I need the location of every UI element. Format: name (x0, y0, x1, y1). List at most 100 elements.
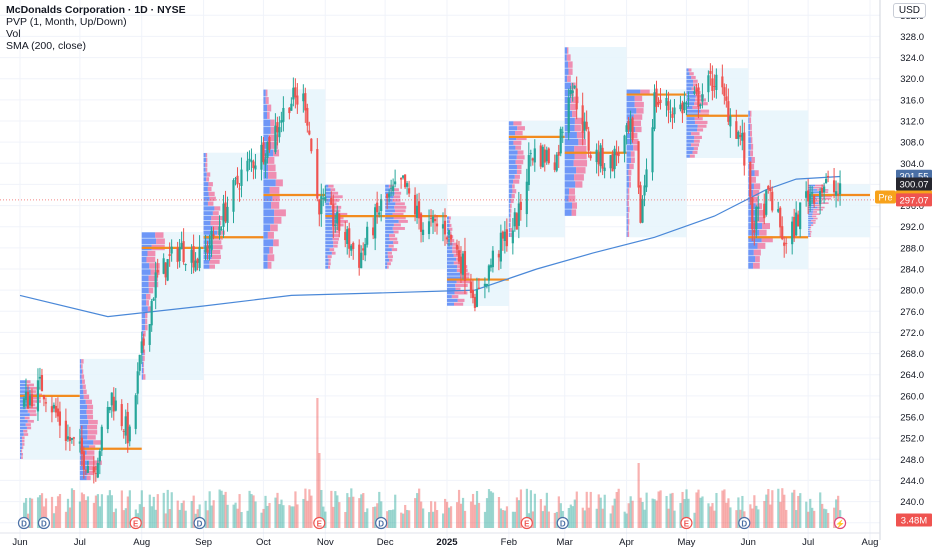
candle-body (795, 212, 798, 236)
candle-body (623, 135, 626, 154)
candle-body (825, 178, 828, 184)
candle-body (364, 244, 367, 256)
volume-bar (54, 506, 58, 528)
vp-row-down (393, 216, 406, 220)
volume-bar (380, 501, 383, 528)
vp-row-up (564, 54, 567, 61)
vp-row-down (570, 103, 578, 111)
candle-body (477, 287, 481, 289)
indicator-vol[interactable]: Vol (6, 28, 21, 40)
vp-row-up (564, 167, 577, 174)
volume-bar (491, 492, 495, 528)
volume-bar (324, 511, 327, 528)
vp-row-up (564, 145, 575, 153)
candle-body (122, 431, 125, 432)
vp-row-up (141, 306, 148, 312)
vp-row-up (141, 250, 148, 257)
vp-row-down (697, 128, 704, 132)
vp-row-down (815, 184, 825, 187)
vp-row-up (564, 138, 579, 146)
candle-body (571, 90, 574, 93)
candle-body (826, 175, 830, 177)
vp-row-up (686, 72, 690, 76)
volume-bar (447, 507, 451, 528)
vp-row-down (143, 349, 146, 356)
vp-row-up (446, 250, 453, 254)
vp-row-up (203, 186, 208, 192)
vp-row-up (508, 203, 510, 208)
vp-row-up (748, 236, 762, 243)
vp-row-down (338, 212, 348, 216)
vp-row-up (508, 184, 513, 189)
candle-body (220, 229, 223, 231)
vp-row-down (213, 245, 223, 250)
event-marker-label: D (41, 520, 47, 529)
volume-bar (623, 511, 626, 528)
volume-bar (463, 510, 467, 528)
vp-row-down (628, 182, 631, 188)
candle-body (807, 190, 810, 202)
vp-row-down (333, 244, 338, 248)
close-price-tag: 297.07 (899, 195, 928, 206)
candle-body (505, 229, 508, 247)
volume-bar (625, 513, 628, 528)
candle-body (182, 241, 185, 263)
volume-bar (697, 489, 700, 528)
candle-body (611, 153, 614, 172)
vp-row-down (753, 190, 760, 197)
vp-row-down (267, 254, 275, 262)
volume-bar (457, 489, 461, 528)
vp-row-up (808, 224, 812, 226)
volume-bar (208, 491, 211, 528)
vp-row-down (82, 379, 85, 384)
vp-row-down (85, 455, 95, 460)
volume-bar (755, 505, 758, 528)
vp-row-up (325, 251, 332, 255)
vp-row-down (143, 367, 145, 374)
volume-bar (176, 500, 179, 528)
vp-row-down (146, 256, 156, 263)
vp-row-down (387, 265, 389, 269)
volume-bar (330, 490, 333, 528)
candle-body (178, 247, 181, 261)
vp-row-down (26, 426, 32, 430)
candle-body (350, 245, 353, 251)
vp-row-down (389, 234, 396, 237)
vp-row-down (208, 191, 215, 197)
vp-row-up (686, 120, 695, 125)
volume-bar (807, 511, 810, 528)
candle-body (394, 181, 397, 185)
x-axis: Jun Jul Aug Sep Oct Nov Dec 2025 Feb Mar Apr May Jun… (0, 532, 880, 548)
volume-bar (428, 512, 431, 528)
vp-row-up (141, 367, 144, 374)
vp-row-down (515, 130, 523, 136)
currency-button[interactable]: USD (892, 3, 926, 18)
vp-row-up (325, 188, 331, 192)
vp-row-down (87, 414, 94, 420)
vp-row-up (564, 103, 571, 111)
vp-row-down (394, 191, 402, 195)
vp-row-up (686, 75, 692, 80)
candle-body (769, 188, 772, 192)
indicator-pvp[interactable]: PVP (1, Month, Up/Down) (6, 16, 127, 28)
volume-bar (513, 511, 517, 528)
symbol-title[interactable]: McDonalds Corporation · 1D · NYSE (6, 4, 186, 16)
candle-body (639, 185, 642, 223)
y-tick-label: 272.0 (900, 328, 924, 339)
candle-body (637, 141, 640, 188)
vp-row-down (145, 312, 148, 319)
candle-body (66, 436, 69, 440)
vp-row-up (141, 293, 147, 300)
candle-body (28, 395, 32, 406)
vp-row-up (325, 248, 330, 252)
volume-bar (671, 492, 674, 528)
vp-row-down (392, 227, 405, 230)
vp-row-up (808, 206, 818, 209)
vp-row-down (212, 225, 221, 230)
indicator-sma[interactable]: SMA (200, close) (6, 40, 86, 52)
vp-row-up (325, 223, 335, 227)
candle-body (531, 158, 534, 161)
volume-bar (653, 499, 656, 528)
vp-row-up (446, 261, 454, 265)
